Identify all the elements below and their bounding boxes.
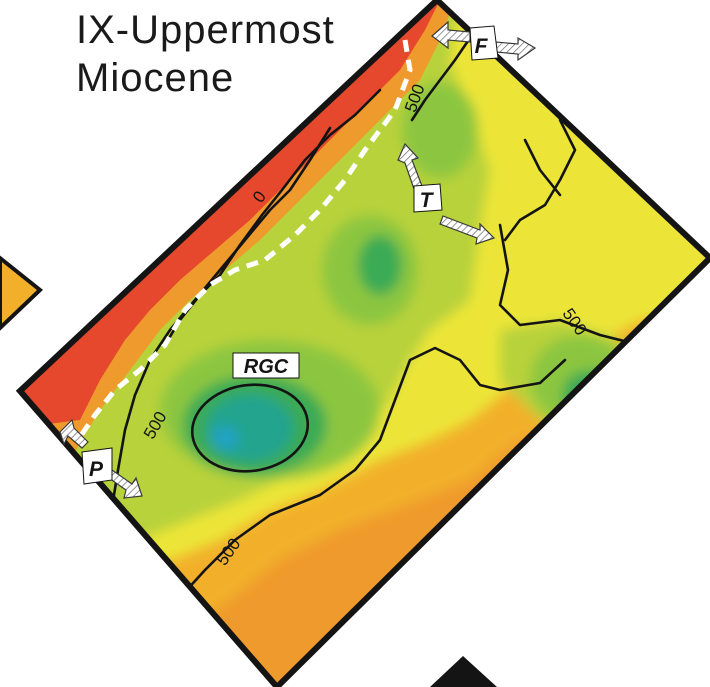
dashed-line <box>75 39 413 442</box>
arrow-t: T <box>397 142 496 245</box>
map-frame <box>15 0 710 687</box>
rgc-label-box <box>232 352 300 379</box>
contour-500-west <box>108 126 332 522</box>
title-line-2: Miocene <box>76 56 235 100</box>
contour-500-south <box>183 346 567 594</box>
zone-green-center <box>358 235 402 295</box>
marker-f: F <box>475 35 489 58</box>
marker-t-box <box>413 183 443 213</box>
contour-fault-east <box>503 118 577 242</box>
zone-cyan <box>211 426 239 450</box>
marker-p: P <box>89 458 104 481</box>
arrow-p: P <box>59 418 143 499</box>
rgc-label: RGC <box>244 356 289 378</box>
contour-500-east <box>498 223 642 347</box>
marker-p-box <box>81 447 113 485</box>
contour-fault-north <box>523 138 562 197</box>
title-line-1: IX-Uppermost <box>76 8 335 52</box>
adjacent-panel-bottom <box>430 656 497 687</box>
arrow-f: F <box>431 20 537 62</box>
marker-t: T <box>420 189 435 212</box>
marker-f-box <box>469 25 499 61</box>
contour-rgc-outer <box>190 383 310 473</box>
adjacent-panel-left <box>0 255 44 331</box>
map-title: IX-Uppermost Miocene <box>76 6 335 102</box>
